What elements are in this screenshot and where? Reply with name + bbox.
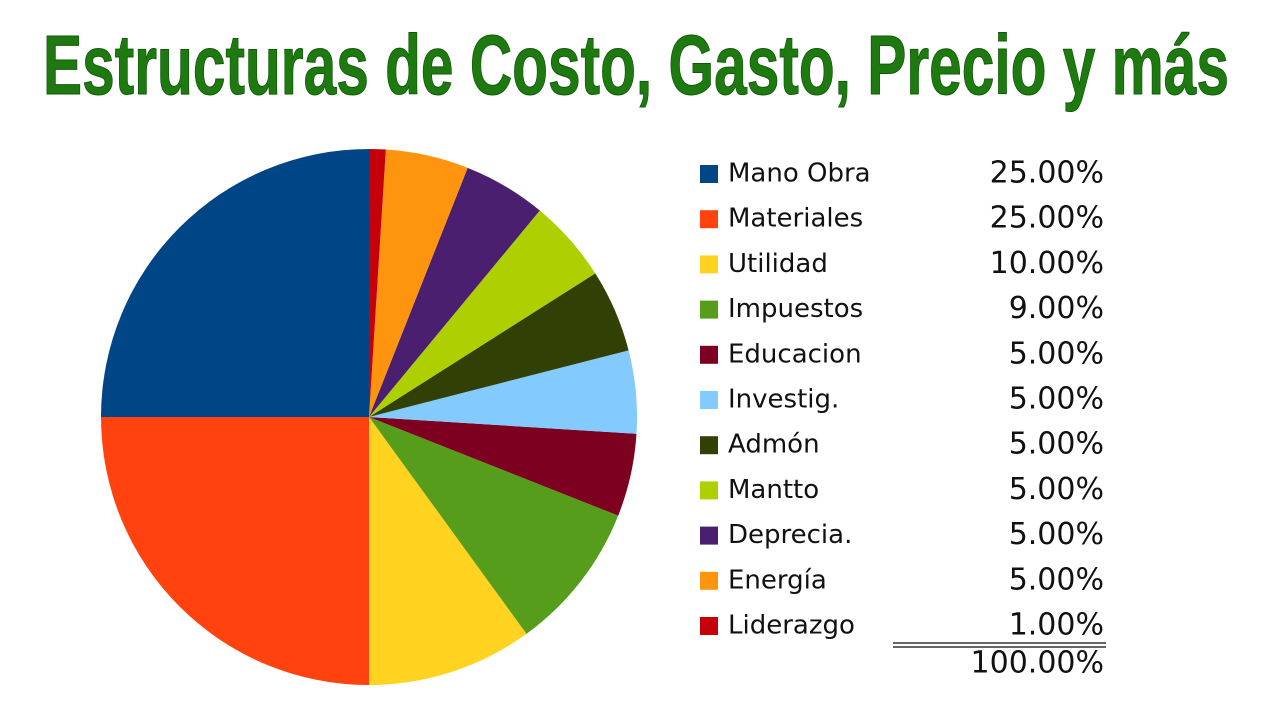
legend-label: Impuestos bbox=[728, 294, 863, 324]
value-label: 25.00% bbox=[990, 156, 1104, 191]
legend-swatch bbox=[700, 165, 718, 183]
legend-label: Energía bbox=[728, 565, 827, 595]
value-label: 5.00% bbox=[1009, 517, 1104, 552]
pie-slice bbox=[369, 273, 629, 417]
pie-slice bbox=[369, 417, 619, 634]
legend-label: Investig. bbox=[728, 385, 839, 415]
value-label: 5.00% bbox=[1009, 382, 1104, 417]
pie-slice bbox=[369, 167, 540, 417]
total-label: 100.00% bbox=[971, 646, 1104, 681]
pie-slice bbox=[369, 417, 527, 685]
pie-slice bbox=[369, 149, 386, 417]
legend-label: Liderazgo bbox=[728, 611, 855, 641]
legend-swatch bbox=[700, 526, 718, 545]
pie-slice bbox=[369, 149, 468, 417]
value-label: 5.00% bbox=[1009, 562, 1104, 597]
chart-title: Estructuras de Costo, Gasto, Precio y má… bbox=[43, 18, 1229, 112]
pie-slice bbox=[369, 210, 596, 417]
value-label: 9.00% bbox=[1009, 291, 1104, 326]
legend-label: Mano Obra bbox=[728, 159, 871, 189]
pie-slice bbox=[369, 350, 637, 434]
legend-swatch bbox=[700, 210, 718, 229]
legend-label: Deprecia. bbox=[728, 520, 852, 550]
pie-slice bbox=[101, 417, 369, 685]
legend-swatch bbox=[700, 345, 718, 364]
value-label: 5.00% bbox=[1009, 472, 1104, 507]
legend-label: Admón bbox=[728, 430, 820, 460]
legend-swatch bbox=[700, 300, 718, 319]
legend-swatch bbox=[700, 617, 718, 635]
legend-label: Utilidad bbox=[728, 249, 828, 279]
legend-swatch bbox=[700, 481, 718, 500]
legend-swatch bbox=[700, 391, 718, 409]
legend-label: Educacion bbox=[728, 339, 862, 369]
value-label: 5.00% bbox=[1009, 427, 1104, 462]
value-label: 10.00% bbox=[990, 246, 1104, 281]
legend-swatch bbox=[700, 436, 718, 455]
value-label: 25.00% bbox=[990, 201, 1104, 236]
legend-label: Mantto bbox=[728, 475, 819, 505]
pie-slice bbox=[369, 417, 637, 516]
legend-label: Materiales bbox=[728, 204, 863, 234]
value-label: 5.00% bbox=[1009, 336, 1104, 371]
pie-slice bbox=[101, 149, 369, 417]
legend-swatch bbox=[700, 571, 718, 590]
value-label: 1.00% bbox=[1009, 608, 1104, 643]
legend-swatch bbox=[700, 255, 718, 274]
